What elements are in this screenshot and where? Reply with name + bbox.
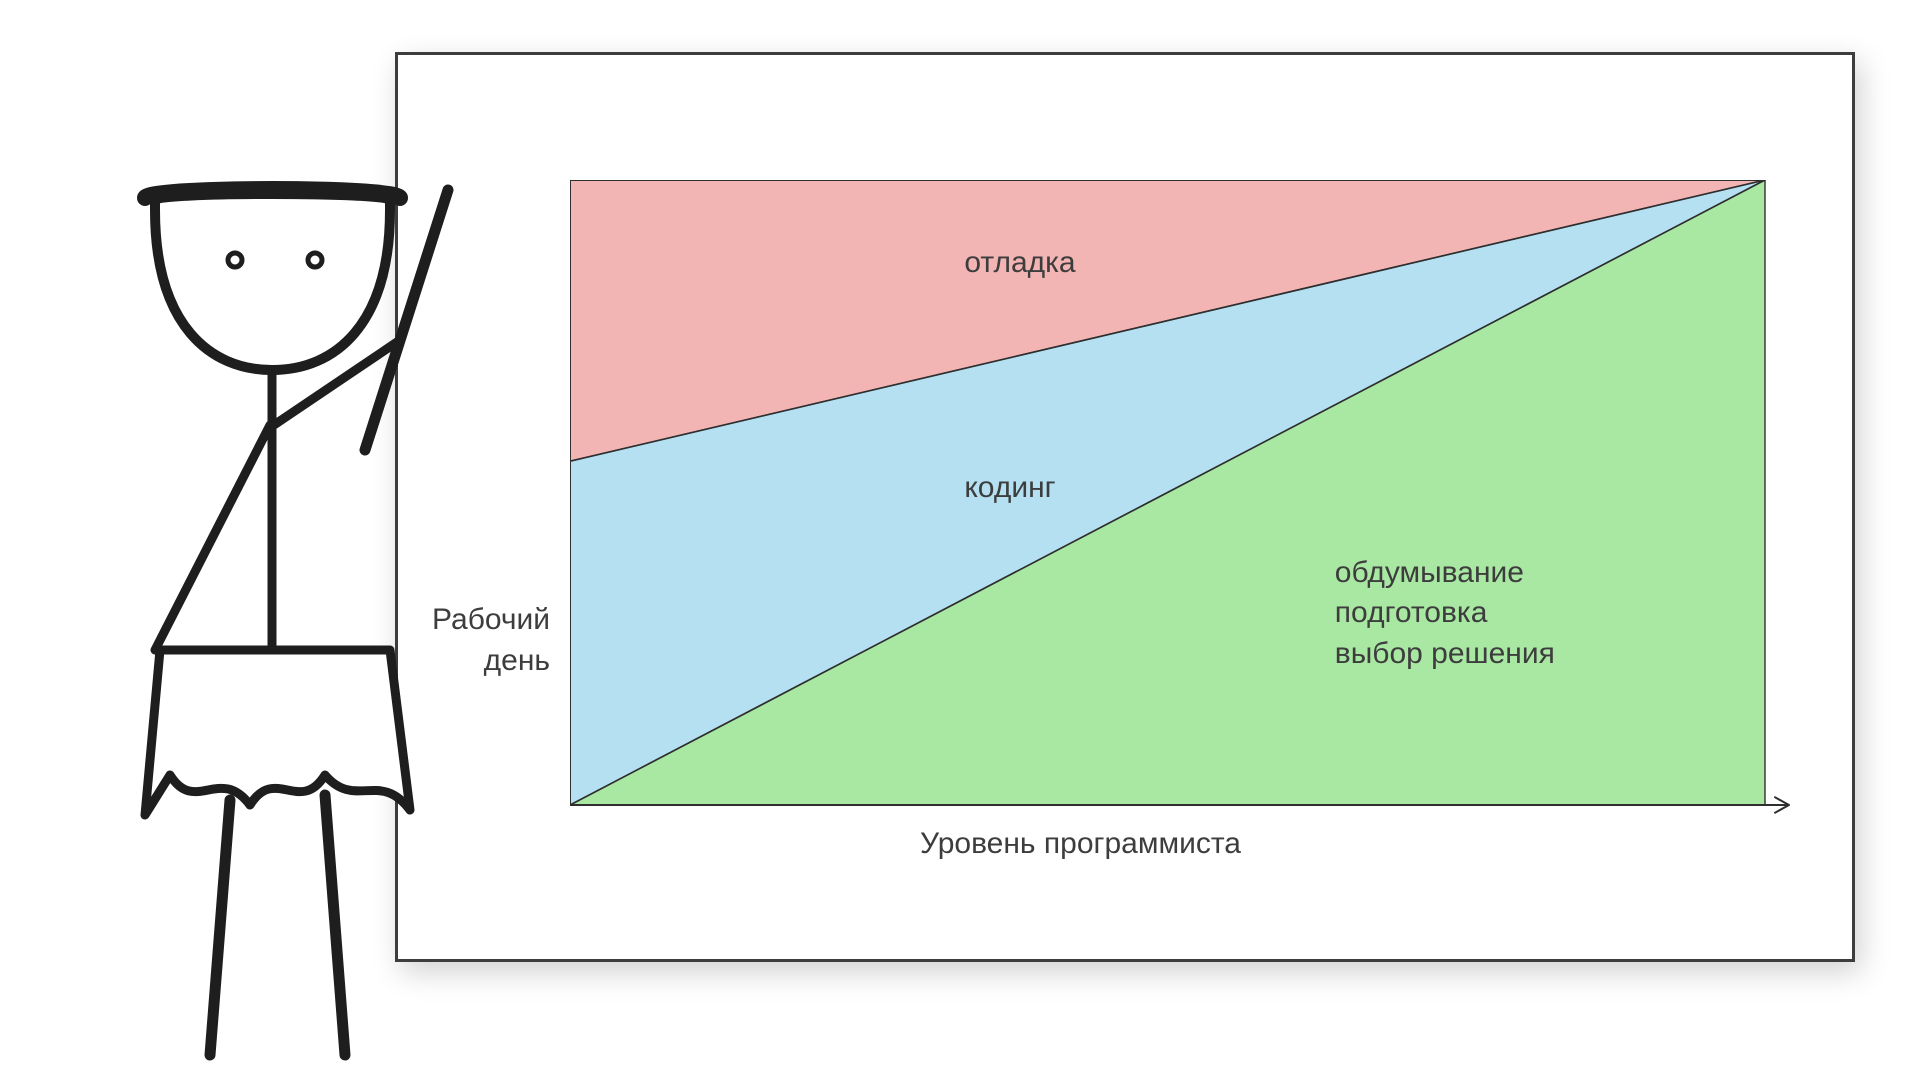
region-label-debugging: отладка [964, 243, 1075, 284]
hat-brim [145, 189, 400, 198]
programmer-day-chart [570, 180, 1801, 819]
head-outline [155, 194, 390, 370]
leg-right [325, 795, 345, 1055]
arm-left [155, 425, 270, 650]
region-label-coding: кодинг [964, 468, 1055, 509]
leg-left [210, 800, 230, 1055]
shorts [145, 650, 410, 815]
x-axis-label: Уровень программиста [920, 824, 1241, 865]
region-label-thinking: обдумывание подготовка выбор решения [1335, 553, 1555, 675]
stage: Рабочий день Уровень программиста отладк… [0, 0, 1920, 1080]
presenter-stickfigure [100, 150, 530, 1080]
